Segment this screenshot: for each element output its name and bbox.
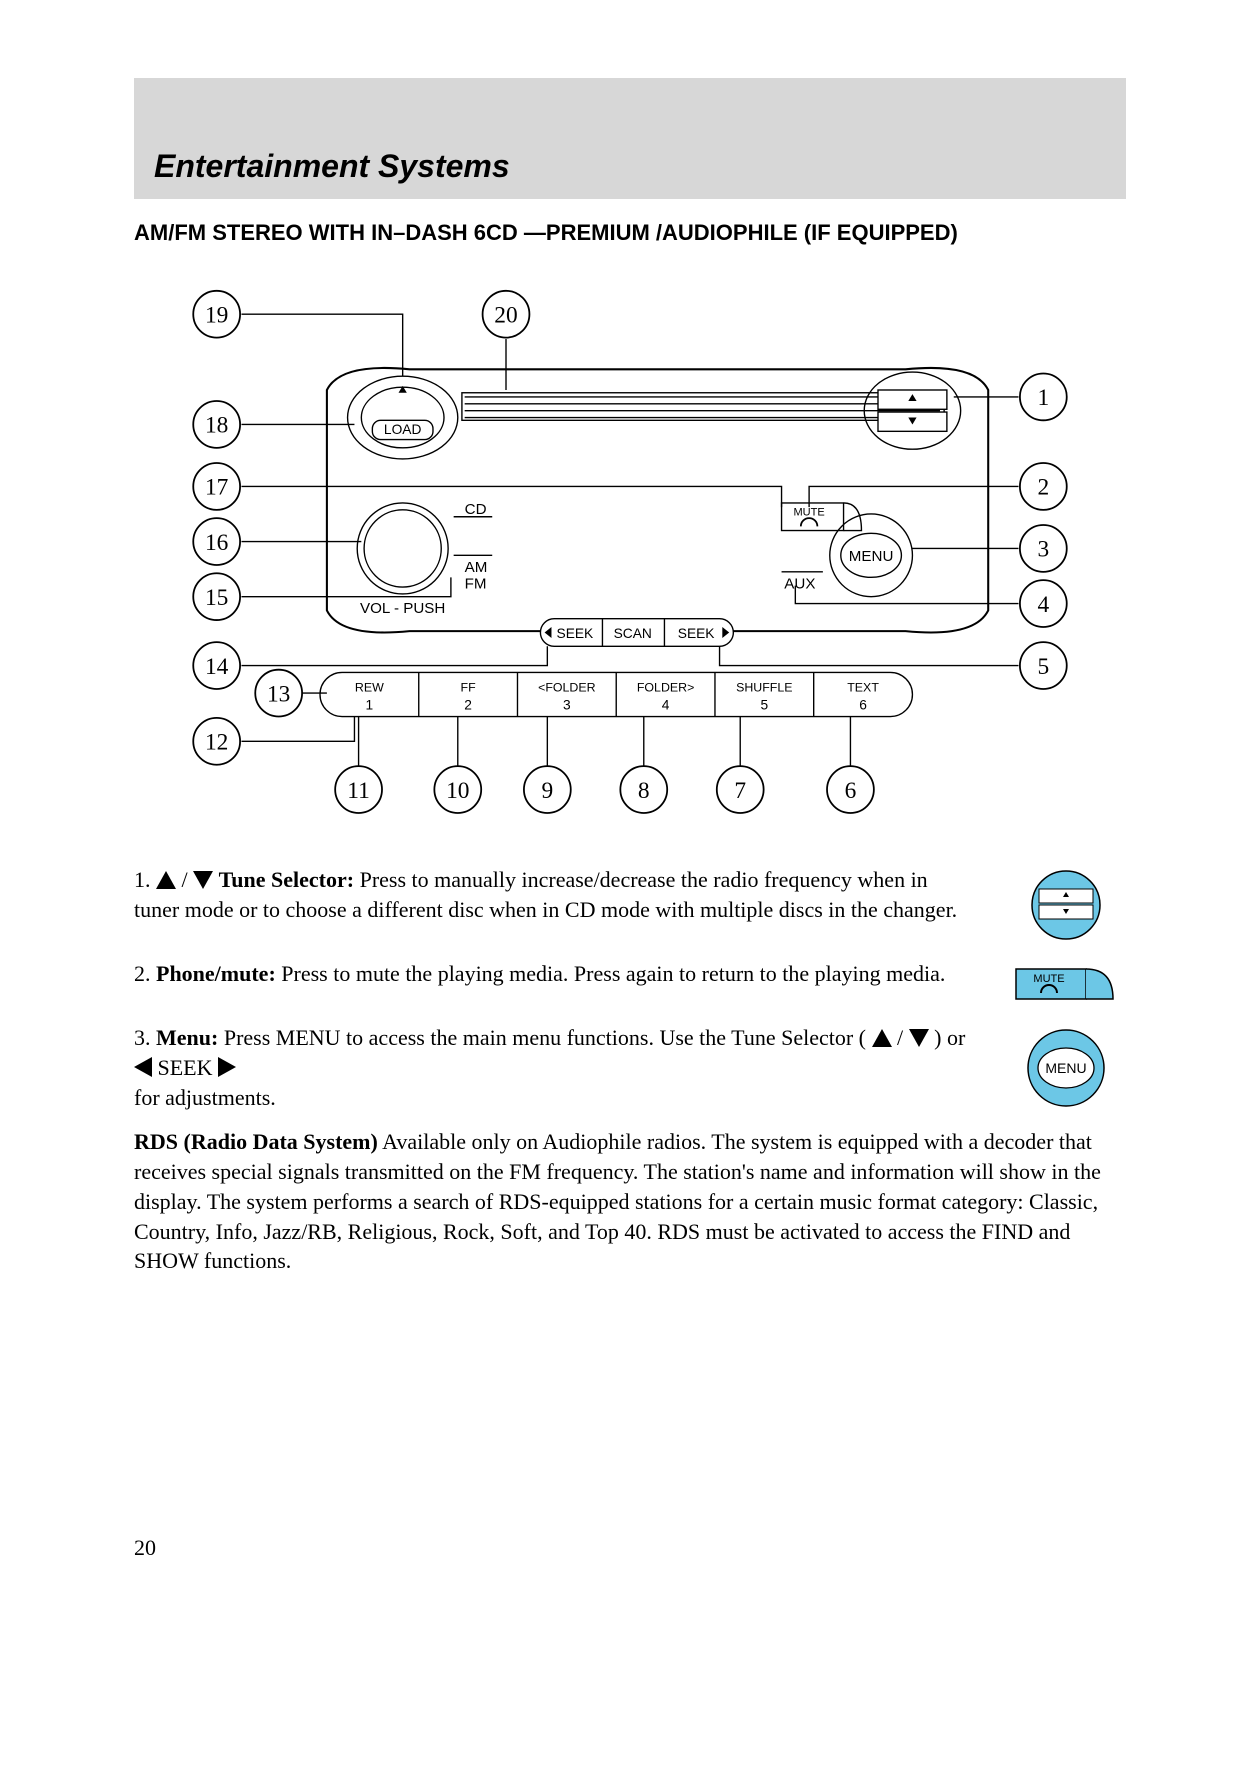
svg-text:12: 12 bbox=[205, 729, 228, 755]
svg-text:13: 13 bbox=[267, 681, 290, 707]
svg-text:<FOLDER: <FOLDER bbox=[538, 680, 595, 694]
fm-label: FM bbox=[465, 575, 487, 592]
am-label: AM bbox=[465, 558, 488, 575]
seek-left-label: SEEK bbox=[557, 626, 595, 641]
svg-text:9: 9 bbox=[541, 777, 553, 803]
cd-label: CD bbox=[465, 501, 487, 518]
svg-text:6: 6 bbox=[859, 697, 867, 712]
svg-text:19: 19 bbox=[205, 302, 228, 328]
item-2-title: Phone/mute: bbox=[156, 961, 276, 986]
aux-label: AUX bbox=[784, 575, 815, 592]
section-title: Entertainment Systems bbox=[154, 148, 1106, 185]
svg-text:1: 1 bbox=[366, 697, 374, 712]
subtitle: AM/FM STEREO WITH IN–DASH 6CD —PREMIUM /… bbox=[134, 219, 1126, 248]
svg-text:11: 11 bbox=[347, 777, 370, 803]
vol-label: VOL - PUSH bbox=[360, 600, 445, 617]
mute-illustration: MUTE bbox=[1006, 959, 1126, 1009]
mute-ill-label: MUTE bbox=[1033, 973, 1064, 985]
item-3-body-a: Press MENU to access the main menu funct… bbox=[224, 1025, 866, 1050]
tune-selector-illustration bbox=[1006, 865, 1126, 945]
rds-title: RDS (Radio Data System) bbox=[134, 1129, 378, 1154]
item-3-body-c: SEEK bbox=[158, 1055, 213, 1080]
item-1-num: 1. bbox=[134, 867, 151, 892]
item-3-body-b: ) or bbox=[934, 1025, 965, 1050]
page-number: 20 bbox=[134, 1535, 156, 1561]
menu-label: MENU bbox=[849, 547, 894, 564]
svg-text:8: 8 bbox=[638, 777, 650, 803]
scan-label: SCAN bbox=[614, 626, 652, 641]
item-2-num: 2. bbox=[134, 961, 151, 986]
svg-text:REW: REW bbox=[355, 680, 384, 694]
item-1-text: 1. / Tune Selector: Press to manually in… bbox=[134, 865, 966, 924]
svg-text:7: 7 bbox=[734, 777, 746, 803]
svg-text:10: 10 bbox=[446, 777, 469, 803]
svg-text:20: 20 bbox=[494, 302, 517, 328]
svg-text:4: 4 bbox=[662, 697, 670, 712]
svg-text:FF: FF bbox=[461, 680, 477, 694]
triangle-right-icon bbox=[218, 1057, 236, 1077]
triangle-down-icon bbox=[909, 1029, 929, 1047]
item-1-row: 1. / Tune Selector: Press to manually in… bbox=[134, 865, 1126, 945]
seek-right-label: SEEK bbox=[678, 626, 716, 641]
triangle-up-icon bbox=[872, 1029, 892, 1047]
svg-text:1: 1 bbox=[1037, 385, 1049, 411]
diagram-svg: LOAD VOL - PUSH CD AM FM MUTE M bbox=[134, 266, 1126, 831]
svg-text:5: 5 bbox=[761, 697, 769, 712]
svg-text:14: 14 bbox=[205, 653, 229, 679]
svg-text:5: 5 bbox=[1037, 653, 1049, 679]
item-3-title: Menu: bbox=[156, 1025, 218, 1050]
menu-ill-label: MENU bbox=[1045, 1060, 1086, 1076]
item-3-num: 3. bbox=[134, 1025, 151, 1050]
svg-text:4: 4 bbox=[1037, 591, 1049, 617]
triangle-up-icon bbox=[156, 871, 176, 889]
page-content: AM/FM STEREO WITH IN–DASH 6CD —PREMIUM /… bbox=[134, 219, 1126, 1276]
menu-illustration: MENU bbox=[1006, 1023, 1126, 1113]
svg-text:FOLDER>: FOLDER> bbox=[637, 680, 694, 694]
mute-label: MUTE bbox=[793, 506, 824, 518]
item-3-row: 3. Menu: Press MENU to access the main m… bbox=[134, 1023, 1126, 1113]
stereo-diagram: LOAD VOL - PUSH CD AM FM MUTE M bbox=[134, 266, 1126, 836]
item-1-title: Tune Selector: bbox=[219, 867, 354, 892]
item-2-text: 2. Phone/mute: Press to mute the playing… bbox=[134, 959, 966, 989]
triangle-left-icon bbox=[134, 1057, 152, 1077]
item-3-body-d: for adjustments. bbox=[134, 1085, 276, 1110]
svg-text:16: 16 bbox=[205, 529, 228, 555]
svg-text:18: 18 bbox=[205, 412, 228, 438]
top-grey-spacer bbox=[134, 78, 1126, 134]
svg-text:3: 3 bbox=[563, 697, 571, 712]
svg-text:2: 2 bbox=[1037, 474, 1049, 500]
svg-text:15: 15 bbox=[205, 585, 228, 611]
svg-text:SHUFFLE: SHUFFLE bbox=[736, 680, 792, 694]
triangle-down-icon bbox=[193, 871, 213, 889]
rds-paragraph: RDS (Radio Data System) Available only o… bbox=[134, 1127, 1126, 1275]
svg-text:TEXT: TEXT bbox=[847, 680, 879, 694]
svg-text:17: 17 bbox=[205, 474, 229, 500]
item-2-row: 2. Phone/mute: Press to mute the playing… bbox=[134, 959, 1126, 1009]
item-2-body: Press to mute the playing media. Press a… bbox=[281, 961, 945, 986]
item-3-text: 3. Menu: Press MENU to access the main m… bbox=[134, 1023, 966, 1112]
svg-text:2: 2 bbox=[464, 697, 472, 712]
svg-text:6: 6 bbox=[845, 777, 857, 803]
section-header: Entertainment Systems bbox=[134, 134, 1126, 199]
load-label: LOAD bbox=[384, 422, 422, 437]
svg-text:3: 3 bbox=[1037, 536, 1049, 562]
